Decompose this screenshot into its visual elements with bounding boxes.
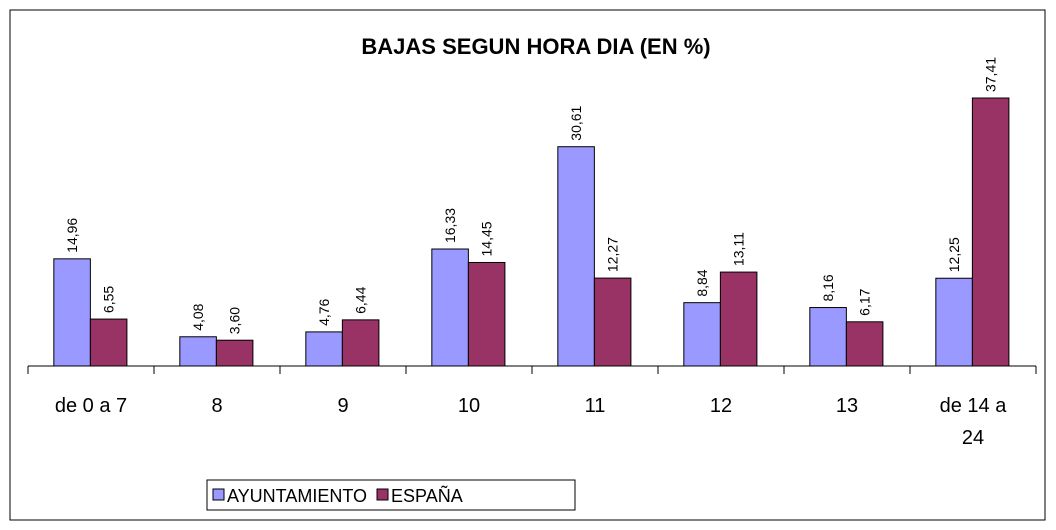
bar [719,271,758,367]
x-tick-label: 9 [337,395,349,417]
bar [341,319,380,367]
value-label: 14,96 [64,218,80,253]
value-label: 4,76 [316,298,332,325]
bar [845,321,884,367]
bar [179,336,217,367]
value-label: 3,60 [227,307,243,334]
x-tick-label: 10 [457,395,481,417]
bar [971,97,1010,367]
value-label: 16,33 [442,208,458,243]
legend-swatch [376,488,389,501]
x-tick-label: 13 [835,395,859,417]
bar [683,302,721,367]
value-label: 8,84 [694,269,710,296]
chart-title: BAJAS SEGUN HORA DIA (EN %) [361,34,710,59]
bar [935,277,973,367]
bar [89,318,128,367]
value-label: 12,27 [605,237,621,272]
bar [467,261,506,367]
value-label: 12,25 [946,237,962,272]
legend-box [206,479,576,511]
value-label: 4,08 [190,303,206,330]
bar [215,339,254,367]
bar [809,307,847,367]
bar [431,248,469,367]
x-tick-label: 11 [584,395,606,417]
value-label: 6,44 [353,286,369,313]
value-label: 13,11 [731,232,747,266]
bar [557,146,595,367]
value-label: 37,41 [983,57,999,92]
legend-label: ESPAÑA [391,485,463,506]
value-label: 6,55 [101,286,117,313]
x-tick-label: de 0 a 7 [54,395,128,417]
bar [53,258,91,367]
bar [593,277,632,367]
value-label: 14,45 [479,221,495,256]
value-label: 30,61 [568,105,584,140]
x-tick-label: 12 [709,395,733,417]
bar [305,331,343,367]
x-tick-label: 8 [211,395,223,417]
chart-border [9,9,1046,521]
value-label: 8,16 [820,274,836,301]
x-tick-label: de 14 a 24 [939,395,1007,449]
legend-label: AYUNTAMIENTO [227,486,367,506]
legend-swatch [212,488,225,501]
value-label: 6,17 [857,288,873,315]
